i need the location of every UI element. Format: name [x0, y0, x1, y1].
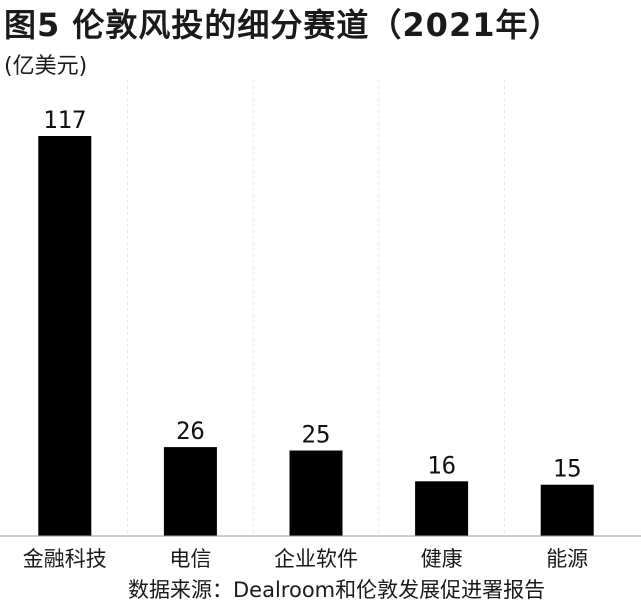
category-label: 能源: [546, 547, 588, 571]
category-label: 金融科技: [23, 547, 107, 571]
value-label: 15: [553, 455, 582, 483]
bar-2: [289, 450, 343, 536]
bar-1: [163, 447, 217, 536]
chart-title: 图5 伦敦风投的细分赛道（2021年）: [4, 6, 562, 44]
unit-label: (亿美元): [4, 54, 88, 79]
data-source-note: 数据来源：Dealroom和伦敦发展促进署报告: [128, 578, 546, 602]
bars: [38, 136, 594, 536]
bar-0: [38, 136, 92, 536]
category-label: 健康: [421, 547, 463, 571]
value-label: 16: [427, 451, 456, 479]
bar-3: [415, 481, 469, 536]
category-labels: 金融科技 电信 企业软件 健康 能源: [23, 547, 588, 571]
category-label: 电信: [169, 547, 211, 571]
value-labels: 117 26 25 16 15: [43, 106, 582, 483]
value-label: 25: [302, 421, 331, 449]
grid-lines: [127, 80, 505, 536]
category-label: 企业软件: [274, 547, 358, 571]
value-label: 117: [43, 106, 86, 134]
value-label: 26: [176, 417, 205, 445]
bar-4: [540, 484, 594, 536]
